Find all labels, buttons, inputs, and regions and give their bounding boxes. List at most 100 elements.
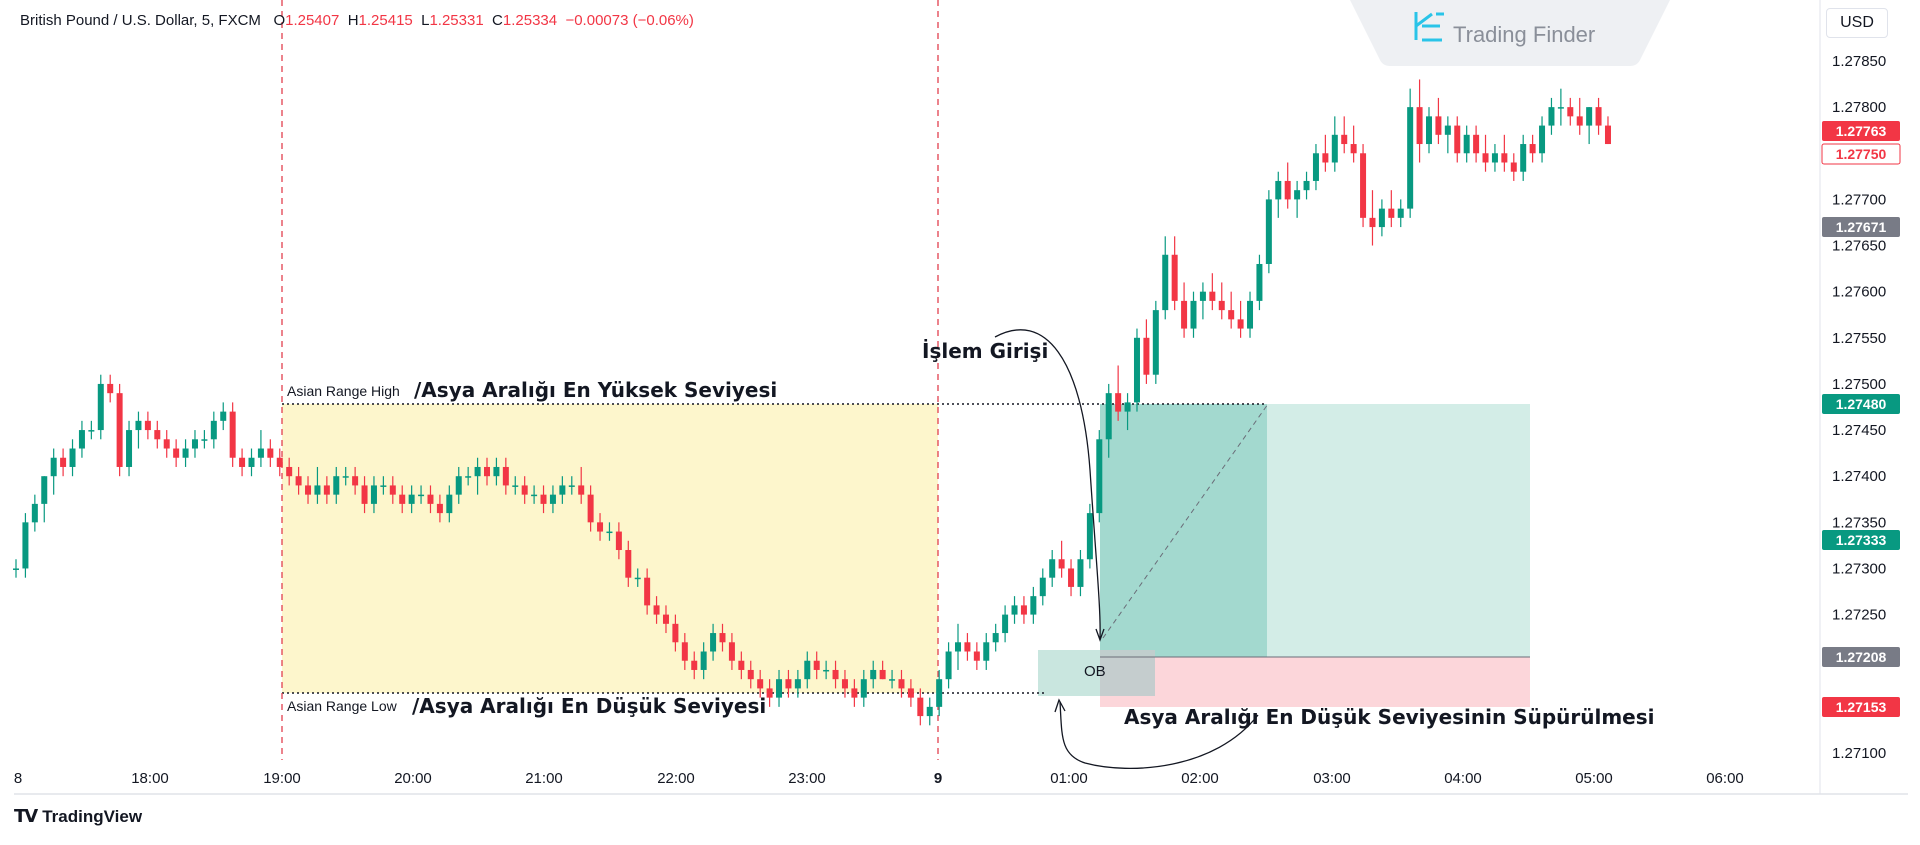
candle-body — [267, 448, 274, 458]
candle-body — [1105, 393, 1112, 440]
time-tick-label: 19:00 — [263, 770, 301, 787]
candle — [333, 466, 340, 504]
candle — [1039, 568, 1046, 606]
candle — [502, 457, 509, 495]
candle — [992, 623, 999, 652]
candle — [173, 439, 180, 467]
candle — [1020, 596, 1027, 624]
candle — [1520, 134, 1527, 181]
candle-body — [926, 706, 933, 717]
candle-body — [1312, 153, 1319, 181]
candle-body — [163, 439, 170, 449]
candle-body — [597, 522, 604, 532]
candle — [841, 669, 848, 698]
trade-diagonal — [1102, 403, 1269, 639]
time-tick-label: 18:00 — [131, 770, 169, 787]
candle — [700, 642, 707, 680]
candle — [1360, 144, 1367, 228]
candle-body — [408, 494, 415, 504]
ohlc-open-value: 1.25407 — [285, 12, 340, 29]
candle — [559, 476, 566, 504]
price-tick-label: 1.27350 — [1832, 514, 1886, 531]
candle — [1322, 134, 1329, 172]
price-tick-label: 1.27600 — [1832, 284, 1886, 301]
candle-body — [1303, 180, 1310, 191]
candle-body — [78, 430, 85, 449]
tradingview-brand[interactable]: 𝗧𝗩 TradingView — [14, 806, 142, 827]
price-axis[interactable]: 1.27850 1.27800 1.27750 1.27700 1.27650 1.276… — [1832, 53, 1886, 762]
candle — [1058, 540, 1065, 578]
candle — [60, 448, 67, 477]
candle — [955, 623, 961, 670]
candle-body — [248, 457, 255, 467]
candle — [1454, 116, 1461, 163]
candle — [813, 651, 820, 680]
candle — [286, 457, 293, 486]
price-tick-label: 1.27300 — [1832, 560, 1886, 577]
candle — [625, 540, 632, 587]
candle — [1011, 596, 1018, 624]
price-tag-label: 1.27480 — [1836, 396, 1887, 412]
candle-body — [1275, 180, 1282, 200]
candle-body — [766, 688, 773, 698]
candle-body — [728, 642, 735, 661]
candle — [446, 485, 453, 523]
price-tag-bg — [1822, 394, 1900, 414]
candle — [1096, 430, 1103, 523]
candle — [757, 669, 764, 698]
candle — [135, 411, 142, 449]
candle-body — [1350, 144, 1357, 154]
candle-body — [144, 420, 151, 431]
candle-body — [276, 457, 283, 467]
candle-body — [60, 457, 67, 467]
time-tick-label: 23:00 — [788, 770, 826, 787]
price-tag-label: 1.27208 — [1836, 649, 1887, 665]
candle — [1397, 199, 1404, 228]
candle-body — [1576, 116, 1583, 126]
candle-body — [154, 430, 161, 440]
candle-body — [22, 522, 29, 569]
candle — [389, 476, 396, 504]
candle-body — [135, 420, 142, 431]
candle — [662, 605, 669, 634]
candle-body — [210, 420, 217, 440]
candle — [1482, 134, 1489, 172]
time-axis[interactable]: 8 18:00 19:00 20:00 21:00 22:00 23:00 9 01:00 02:… — [14, 770, 1744, 787]
candle — [1444, 116, 1451, 154]
candle-body — [1501, 153, 1508, 163]
candle — [1463, 125, 1470, 163]
candle-body — [1426, 116, 1432, 145]
candle — [889, 669, 896, 689]
candle-body — [1002, 614, 1009, 634]
candle-body — [1416, 107, 1423, 145]
candle — [644, 568, 651, 615]
candle — [672, 614, 679, 652]
currency-button[interactable]: USD — [1826, 8, 1888, 38]
candle-body — [578, 485, 585, 495]
candle — [747, 660, 754, 689]
candle-body — [568, 485, 575, 487]
price-tag-bg — [1822, 530, 1900, 550]
candle-body — [587, 494, 594, 523]
candle-body — [399, 494, 406, 504]
candle — [1529, 134, 1536, 163]
candle — [907, 679, 914, 707]
candle-body — [1171, 254, 1178, 301]
price-tick-label: 1.27450 — [1832, 422, 1886, 439]
candle — [493, 457, 500, 486]
candle — [1030, 586, 1037, 624]
candle-body — [1529, 144, 1536, 154]
candle — [634, 568, 641, 587]
candle-body — [1237, 319, 1244, 329]
candle-body — [1030, 596, 1037, 615]
candle — [314, 466, 321, 504]
candle — [361, 476, 368, 514]
candle-body — [370, 485, 377, 504]
candle-body — [1491, 153, 1498, 163]
time-tick-label: 02:00 — [1181, 770, 1219, 787]
candle — [710, 623, 717, 661]
candle-body — [1435, 116, 1442, 135]
candle — [1435, 97, 1442, 145]
candle-body — [907, 688, 914, 698]
